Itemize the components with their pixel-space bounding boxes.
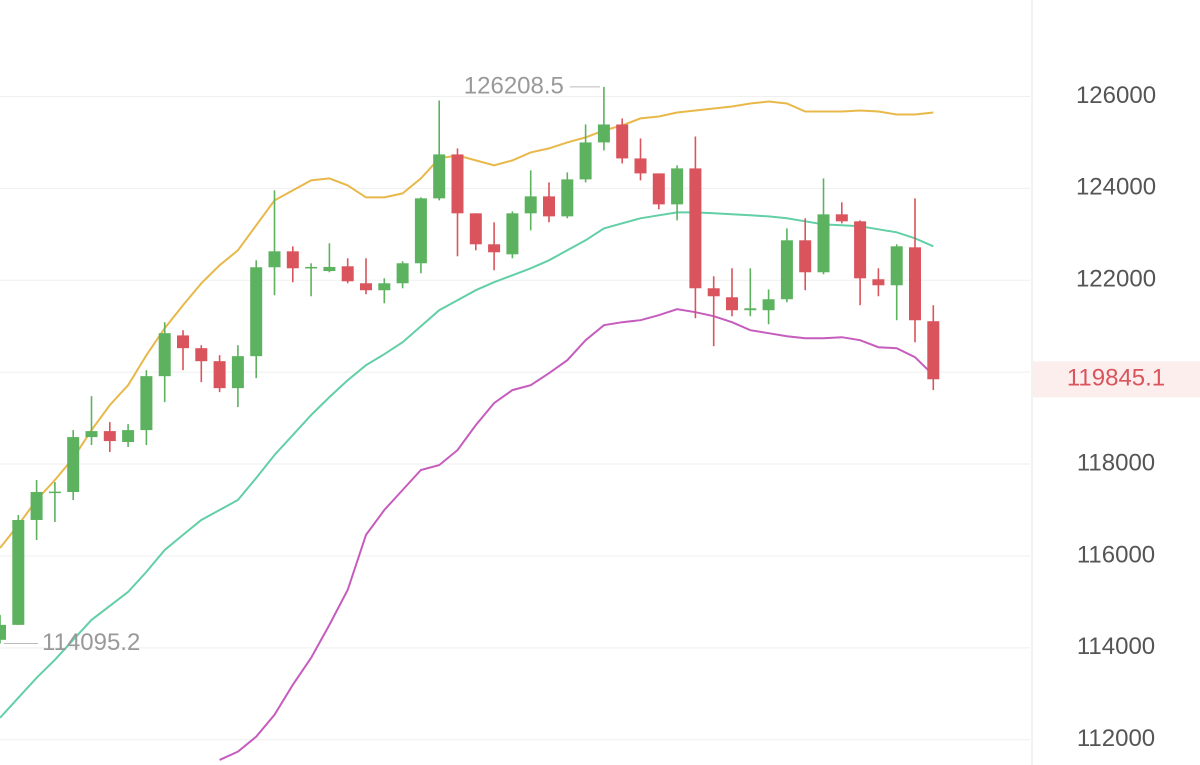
candle-body [140, 376, 153, 431]
candle-body [488, 244, 501, 253]
candle-body [689, 168, 702, 289]
y-tick-label: 122000 [1076, 266, 1156, 293]
candle-body [195, 348, 208, 362]
candle-body [213, 361, 226, 389]
grid [0, 95, 1030, 741]
candle-body [250, 267, 263, 357]
candle-body [799, 240, 812, 273]
candle-body [597, 124, 610, 143]
candle-body [744, 308, 757, 311]
band-line [0, 100, 934, 549]
candle-body [67, 437, 80, 493]
candle-body [524, 196, 537, 214]
y-tick-label: 112000 [1077, 725, 1155, 752]
candles [0, 86, 940, 644]
y-tick-label: 118000 [1077, 449, 1155, 476]
candle-body [286, 251, 299, 269]
candle-body [30, 492, 43, 520]
candle-body [726, 297, 738, 311]
candle-body [671, 168, 684, 205]
candle-body [231, 356, 244, 389]
candle-body [872, 279, 885, 286]
candle-body [817, 214, 830, 273]
candle-body [927, 321, 940, 380]
candle-body [12, 519, 25, 625]
price-tag: 119845.1 [1067, 365, 1165, 392]
candle-body [0, 624, 6, 640]
candle-body [360, 283, 372, 291]
candle-body [616, 124, 629, 159]
candle-body [854, 221, 867, 279]
candle-body [780, 240, 793, 300]
candle-body [158, 333, 171, 377]
candle-body [177, 335, 189, 349]
labels: 1120001140001160001180001200001220001240… [4, 72, 1200, 752]
bands [0, 100, 934, 761]
y-tick-label: 114000 [1077, 633, 1155, 660]
candle-body [48, 491, 61, 494]
band-line [0, 211, 934, 719]
max-label: 126208.5 [464, 72, 564, 99]
candle-body [433, 154, 446, 199]
candle-body [890, 246, 903, 286]
candle-body [579, 142, 592, 180]
min-label: 114095.2 [42, 629, 140, 656]
candle-body [85, 431, 98, 438]
candle-body [122, 430, 135, 442]
candle-body [414, 198, 427, 264]
candle-body [762, 299, 775, 311]
y-tick-label: 126000 [1076, 82, 1156, 109]
candle-body [103, 431, 116, 442]
candle-body [341, 266, 354, 282]
candle-body [909, 247, 921, 321]
candle-body [268, 251, 281, 268]
candle-body [451, 154, 464, 214]
candle-body [396, 263, 409, 284]
candle-body [543, 196, 555, 217]
candle-body [634, 158, 647, 174]
band-line [219, 308, 934, 761]
candle-body [835, 214, 848, 222]
candle-body [652, 173, 665, 205]
candle-body [506, 213, 519, 255]
candle-body [305, 266, 318, 269]
candle-body [378, 283, 391, 291]
candle-body [323, 266, 336, 272]
candle-body [469, 213, 482, 245]
price-tag-bg [1033, 361, 1200, 398]
y-tick-label: 116000 [1077, 541, 1155, 568]
candle-body [707, 288, 720, 297]
y-tick-label: 124000 [1076, 174, 1156, 201]
candle-body [561, 179, 574, 217]
